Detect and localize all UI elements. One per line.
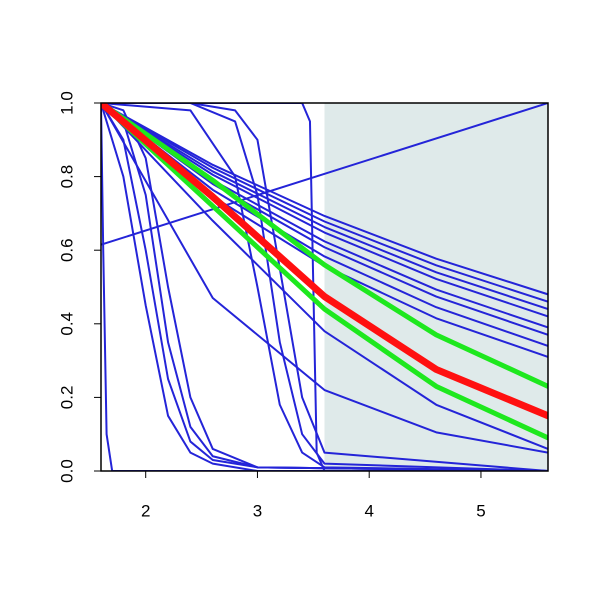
- curve: [101, 103, 548, 471]
- curve: [101, 103, 548, 311]
- curve: [101, 103, 548, 471]
- curves: [101, 103, 548, 471]
- x-tick-label: 2: [141, 501, 150, 520]
- curve: [101, 103, 548, 389]
- curve: [101, 103, 548, 450]
- x-tick-label: 3: [253, 501, 262, 520]
- curve: [101, 103, 548, 471]
- y-tick-label: 0.6: [57, 238, 76, 262]
- curve: [101, 103, 548, 454]
- curve: [101, 103, 548, 296]
- y-tick-label: 0.4: [57, 312, 76, 336]
- y-tick-label: 0.8: [57, 165, 76, 189]
- curve: [101, 103, 548, 347]
- plot-frame: [100, 102, 549, 472]
- y-tick-label: 1.0: [57, 91, 76, 115]
- curve: [101, 103, 548, 318]
- y-tick-label: 0.2: [57, 386, 76, 410]
- axes: 2 3 4 5 0.0 0.2 0.4 0.6 0.8 1.0: [57, 91, 485, 520]
- x-tick-label: 4: [364, 501, 373, 520]
- x-tick-label: 5: [476, 501, 485, 520]
- y-tick-label: 0.0: [57, 459, 76, 483]
- curve: [101, 103, 548, 441]
- curve: [101, 103, 548, 420]
- curve: [101, 103, 548, 303]
- curve: [101, 103, 548, 246]
- curve: [101, 103, 548, 471]
- curve: [101, 103, 548, 471]
- curve: [101, 103, 548, 471]
